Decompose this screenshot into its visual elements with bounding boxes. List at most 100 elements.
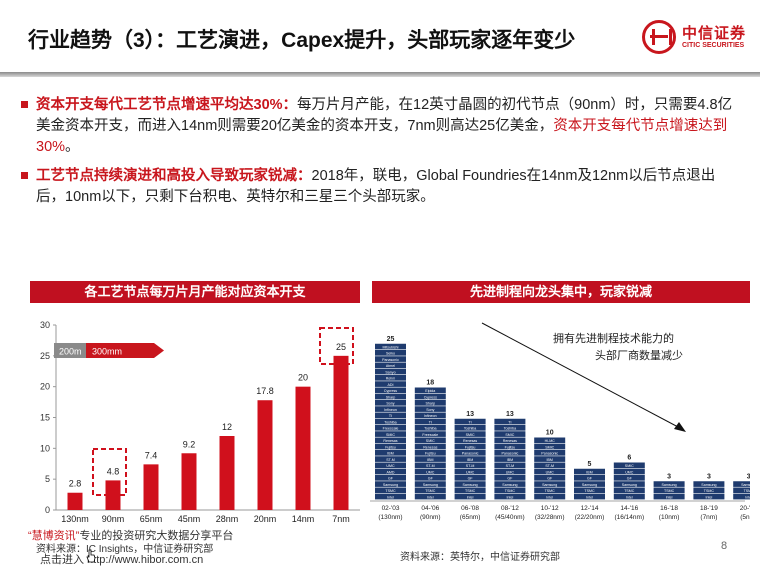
company-name: Renesas: [463, 439, 477, 443]
stack-count-label: 10: [546, 430, 554, 437]
bar-value-label: 20: [298, 373, 308, 383]
company-block: [375, 343, 406, 350]
bullet-capex-growth: 资本开支每代工艺节点增速平均达30%：每万片月产能，在12英寸晶圆的初代节点（9…: [21, 95, 736, 158]
company-block: [454, 456, 486, 462]
company-block: [375, 387, 406, 394]
stack-count-label: 13: [466, 411, 474, 418]
company-name: IBM: [547, 458, 553, 462]
company-name: Samsung: [662, 483, 677, 487]
x-tick-period: 14-'16: [620, 505, 638, 512]
company-name: UMC: [466, 470, 475, 474]
company-block: [414, 481, 446, 487]
bullet-lead: 工艺节点持续演进和高投入导致玩家锐减：: [36, 168, 312, 184]
company-block: [534, 487, 566, 494]
company-name: Intel: [427, 495, 434, 499]
company-block: [414, 412, 446, 419]
company-block: [733, 493, 750, 500]
company-block: [375, 406, 406, 412]
company-block: [494, 418, 526, 425]
company-block: [494, 443, 526, 450]
company-block: [375, 375, 406, 381]
bullet-square-icon: [21, 101, 28, 108]
company-block: [375, 412, 406, 419]
company-block: [494, 468, 526, 475]
company-name: Sanyo: [385, 370, 395, 374]
left-chart-source: 资料来源：IC Insights，中信证券研究部: [36, 544, 214, 555]
company-name: GF: [627, 477, 633, 481]
company-name: IBM: [467, 458, 473, 462]
bar-20nm: [257, 400, 273, 510]
company-name: IBM: [586, 470, 592, 474]
company-block: [693, 487, 725, 494]
watermark-rest: 专业的投资研究大数据分享平台: [79, 530, 234, 542]
x-tick-node: (7nm): [700, 514, 717, 521]
company-name: Toshiba: [504, 427, 516, 431]
company-block: [454, 425, 486, 431]
company-block: [375, 437, 406, 444]
bar-value-label: 9.2: [183, 439, 196, 449]
company-name: IBM: [427, 458, 433, 462]
y-tick-label: 15: [40, 413, 50, 423]
x-tick-label: 20nm: [254, 514, 277, 524]
company-block: [613, 481, 645, 487]
company-block: [375, 481, 406, 487]
company-block: [494, 450, 526, 456]
company-block: [375, 425, 406, 431]
company-block: [494, 462, 526, 469]
bullet-lead: 资本开支每代工艺节点增速平均达30%：: [36, 97, 298, 113]
x-tick-node: (5nm): [740, 514, 750, 521]
y-tick-label: 20: [40, 382, 50, 392]
bar-130nm: [67, 492, 83, 510]
stack-count-label: 5: [588, 461, 592, 468]
company-name: SMIC: [426, 439, 435, 443]
company-block: [534, 437, 566, 444]
company-block: [454, 487, 486, 494]
company-name: Infineon: [384, 408, 397, 412]
company-name: Atmel: [386, 364, 395, 368]
company-block: [375, 450, 406, 456]
company-name: GF: [388, 477, 394, 481]
company-name: Intel: [586, 495, 593, 499]
company-name: Mitsubishi: [383, 345, 399, 349]
annotation-line-1: 拥有先进制程技术能力的: [553, 331, 674, 345]
watermark-link[interactable]: 点击进入 http://www.hibor.com.cn: [40, 554, 204, 566]
company-block: [613, 475, 645, 481]
company-block: [454, 450, 486, 456]
company-name: GF: [547, 477, 553, 481]
company-name: Samsung: [383, 483, 398, 487]
company-name: Intel: [546, 495, 553, 499]
company-name: TI: [429, 420, 432, 424]
company-name: SMIC: [545, 445, 554, 449]
company-stack: Intel TSMC Samsung: [693, 481, 725, 500]
company-name: TSMC: [744, 489, 750, 493]
company-name: Fujitsu: [465, 445, 476, 449]
x-tick-period: 20-'21: [740, 505, 750, 512]
company-stack: Intel TSMC Samsung GF UMC ST-M IBM Panasonic Fuj…: [454, 418, 486, 500]
x-tick-period: 16-'18: [660, 505, 678, 512]
company-block: [454, 493, 486, 500]
company-block: [414, 468, 446, 475]
stack-count-label: 3: [707, 473, 711, 480]
wafer-size-legend: 200m 300mm: [54, 343, 164, 358]
company-block: [454, 468, 486, 475]
company-name: IBM: [387, 452, 393, 456]
company-name: Samsung: [542, 483, 557, 487]
company-stack: Intel TSMC Samsung GF UMC SMIC: [613, 462, 645, 500]
company-name: TSMC: [624, 489, 635, 493]
page-number: 8: [721, 540, 728, 552]
company-name: UMC: [625, 470, 634, 474]
company-block: [534, 462, 566, 469]
legend-200mm-label: 200m: [59, 347, 82, 357]
x-tick-label: 65nm: [140, 514, 163, 524]
company-name: Cypress: [384, 389, 397, 393]
company-block: [375, 356, 406, 362]
x-tick-period: 08-'12: [501, 505, 519, 512]
stack-count-label: 3: [747, 473, 750, 480]
bar-65nm: [143, 464, 159, 510]
bar-value-label: 12: [222, 422, 232, 432]
company-block: [375, 350, 406, 356]
x-tick-period: 04-'06: [421, 505, 439, 512]
stack-count-label: 13: [506, 411, 514, 418]
x-tick-label: 28nm: [216, 514, 239, 524]
company-block: [454, 481, 486, 487]
